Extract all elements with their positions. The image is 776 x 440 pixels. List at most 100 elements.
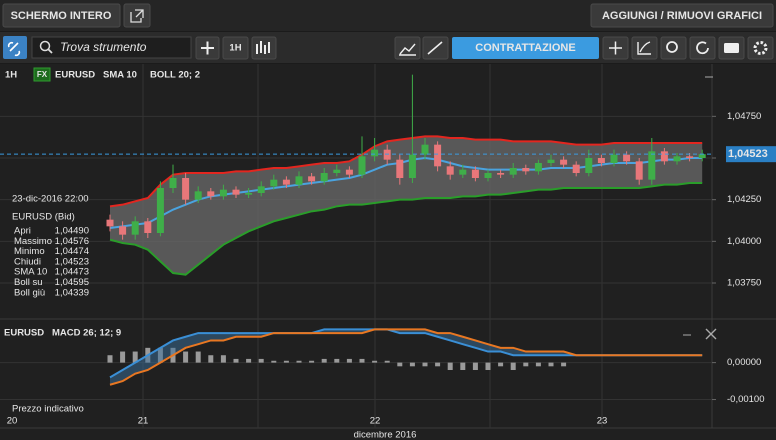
- candle-body: [131, 221, 139, 235]
- histogram-bar: [334, 358, 340, 363]
- candle-body: [560, 159, 568, 165]
- candle-body: [534, 163, 542, 172]
- candle-body: [686, 156, 694, 158]
- histogram-bar: [107, 355, 113, 363]
- macd-line: [109, 328, 703, 386]
- macd-close[interactable]: [705, 328, 717, 340]
- histogram-bar: [321, 358, 327, 363]
- search-icon: [39, 40, 51, 52]
- candle-body: [408, 154, 416, 178]
- candle-body: [371, 149, 379, 157]
- info-value: 1,04595: [55, 277, 89, 288]
- chart-interval: 1H: [5, 70, 17, 81]
- info-instrument: EURUSD (Bid): [12, 212, 75, 223]
- chart-symbol: EURUSD: [55, 70, 95, 81]
- settings-button[interactable]: [747, 36, 774, 60]
- histogram-bar: [183, 351, 189, 363]
- x-tick-label: 21: [138, 416, 149, 427]
- histogram-bar: [498, 362, 504, 367]
- candle-body: [119, 226, 127, 235]
- info-box: 23-dic-2016 22:00 EURUSD (Bid) Apri 1,044…: [12, 194, 89, 299]
- candle-body: [471, 169, 479, 178]
- candle-body: [144, 221, 152, 233]
- histogram-bar: [447, 362, 453, 370]
- candle-body: [207, 191, 215, 197]
- y-tick-label: 0,00000: [727, 357, 761, 368]
- info-value: 1,04473: [55, 267, 89, 278]
- info-time: 23-dic-2016 22:00: [12, 194, 89, 205]
- axis-icon: [637, 41, 651, 55]
- histogram-bar: [510, 362, 516, 370]
- histogram-bar: [409, 362, 415, 367]
- histogram-bar: [460, 362, 466, 370]
- histogram-bar: [485, 362, 491, 370]
- add-icon: [201, 41, 214, 55]
- fullscreen-button[interactable]: [2, 3, 121, 28]
- y-tick-label: 1,04250: [727, 194, 761, 205]
- info-value: 1,04339: [55, 287, 89, 298]
- histogram-bar: [359, 358, 365, 363]
- histogram-bar: [561, 362, 567, 367]
- plot: [0, 74, 712, 386]
- histogram-bar: [422, 362, 428, 367]
- link-icon: [7, 41, 21, 57]
- histogram-bar: [283, 360, 289, 363]
- candle-body: [446, 166, 454, 175]
- candle-body: [182, 178, 190, 200]
- histogram-bar: [120, 351, 126, 363]
- histogram-bar: [523, 362, 529, 367]
- candle-body: [245, 193, 253, 195]
- y-tick-label: 1,03750: [727, 278, 761, 289]
- add-remove-button[interactable]: [590, 3, 774, 28]
- zoom-button[interactable]: [660, 36, 687, 60]
- link-button[interactable]: [3, 36, 27, 59]
- info-value: 1,04576: [55, 236, 89, 247]
- info-label: Massimo: [14, 236, 52, 247]
- indicator-line: [109, 182, 703, 276]
- candle-body: [232, 189, 240, 195]
- draw-icon: [427, 41, 443, 55]
- candle-body: [358, 156, 366, 175]
- indicative-note: Prezzo indicativo: [12, 404, 84, 415]
- last-price-label: 1,04523: [728, 148, 768, 160]
- trade-button[interactable]: [452, 37, 599, 59]
- histogram-bar: [246, 358, 252, 363]
- add-remove-label: AGGIUNGI / RIMUOVI GRAFICI: [602, 10, 762, 22]
- info-label: SMA 10: [14, 267, 47, 278]
- candle-body: [396, 159, 404, 178]
- y-tick-label: 1,04750: [727, 111, 761, 122]
- trade-label: CONTRATTAZIONE: [475, 42, 575, 54]
- candle-body: [320, 173, 328, 182]
- fx-badge: [33, 67, 51, 82]
- refresh-icon: [696, 41, 709, 55]
- x-tick-label: 23: [597, 416, 608, 427]
- histogram-bar: [397, 362, 403, 367]
- interval-button[interactable]: [222, 36, 249, 60]
- y-tick-label: 1,04000: [727, 236, 761, 247]
- month-label: dicembre 2016: [354, 430, 417, 440]
- refresh-button[interactable]: [689, 36, 716, 60]
- candle-body: [635, 161, 643, 180]
- candle-body: [194, 191, 202, 200]
- info-label: Minimo: [14, 246, 45, 257]
- info-label: Boll su: [14, 277, 43, 288]
- candle-body: [673, 156, 681, 162]
- candle-body: [421, 144, 429, 155]
- fx-badge-label: FX: [37, 70, 48, 79]
- candle-body: [497, 173, 505, 175]
- histogram-bar: [208, 355, 214, 363]
- histogram-bar: [195, 351, 201, 363]
- search-box[interactable]: [31, 36, 192, 59]
- interval-label: 1H: [229, 43, 241, 54]
- histogram-bar: [535, 362, 541, 367]
- sma-indicator: SMA 10: [103, 70, 137, 81]
- camera-icon: [724, 43, 739, 53]
- histogram-bar: [220, 355, 226, 363]
- candle-body: [308, 176, 316, 182]
- crosshair-icon: [609, 41, 622, 55]
- candle-body: [623, 154, 631, 162]
- axis-button[interactable]: [631, 36, 658, 60]
- settings-icon: [753, 41, 768, 55]
- candle-body: [156, 188, 164, 233]
